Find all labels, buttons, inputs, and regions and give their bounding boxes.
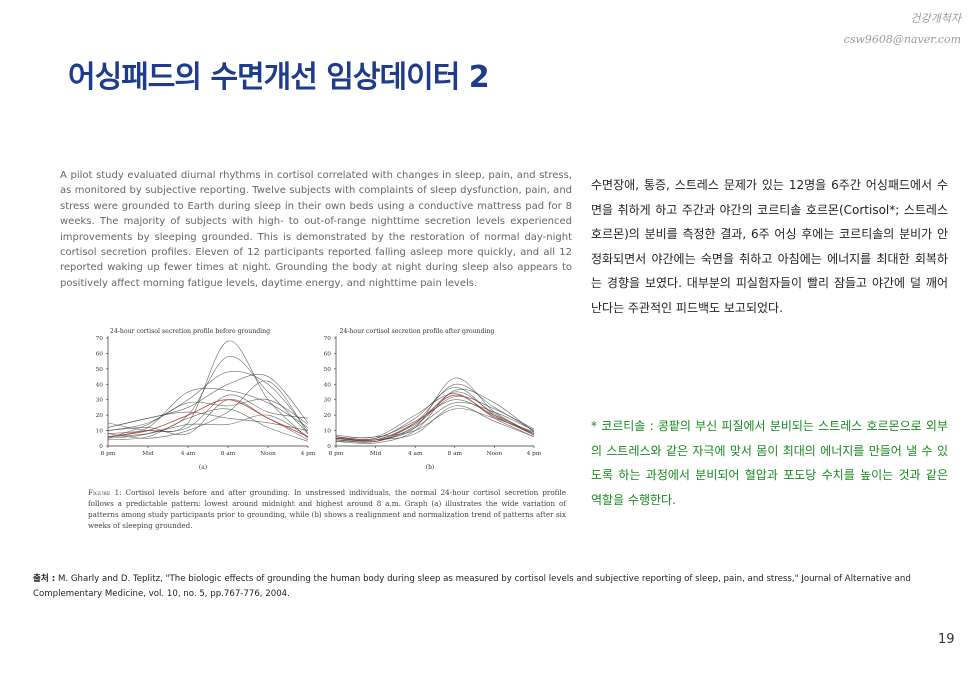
series-line-2 xyxy=(107,371,309,431)
x-tick-label: Noon xyxy=(260,451,276,457)
x-tick-label: 4 am xyxy=(181,451,196,457)
y-tick-label: 50 xyxy=(96,367,104,373)
series-line-4 xyxy=(107,387,309,438)
watermark: 건강개척자 csw9608@naver.com xyxy=(844,8,961,50)
series-line-8 xyxy=(107,411,309,431)
slide-title: 어싱패드의 수면개선 임상데이터 2 xyxy=(68,60,490,95)
figure-caption: Figure 1: Cortisol levels before and aft… xyxy=(88,487,566,531)
y-tick-label: 70 xyxy=(96,336,104,342)
series-line-9 xyxy=(335,408,535,439)
x-tick-label: 8 pm xyxy=(329,451,344,457)
chart-title: 24-hour cortisol secretion profile after… xyxy=(339,328,494,335)
x-tick-label: 4 pm xyxy=(301,451,316,457)
panel-label: (b) xyxy=(426,464,435,471)
series-line-6 xyxy=(335,399,535,441)
x-tick-label: Noon xyxy=(487,451,503,457)
y-tick-label: 60 xyxy=(96,351,104,357)
chart-panel-0: 24-hour cortisol secretion profile befor… xyxy=(96,328,316,471)
y-tick-label: 20 xyxy=(96,413,104,419)
source-citation: 출처 : M. Gharly and D. Teplitz, "The biol… xyxy=(33,572,953,602)
cortisol-note: * 코르티솔 : 콩팥의 부신 피질에서 분비되는 스트레스 호르몬으로 외부의… xyxy=(591,419,948,507)
y-tick-label: 70 xyxy=(324,336,332,342)
y-tick-label: 10 xyxy=(324,429,332,435)
y-tick-label: 60 xyxy=(324,351,332,357)
y-tick-label: 40 xyxy=(96,382,104,388)
watermark-email: csw9608@naver.com xyxy=(843,33,961,46)
korean-description: 수면장애, 통증, 스트레스 문제가 있는 12명을 6주간 어싱패드에서 수면… xyxy=(591,178,948,315)
study-abstract: A pilot study evaluated diurnal rhythms … xyxy=(60,170,572,289)
y-tick-label: 20 xyxy=(324,413,332,419)
y-tick-label: 40 xyxy=(324,382,332,388)
x-tick-label: 8 am xyxy=(448,451,463,457)
panel-label: (a) xyxy=(199,464,207,471)
figure-caption-text: Cortisol levels before and after groundi… xyxy=(88,488,566,530)
y-tick-label: 50 xyxy=(324,367,332,373)
chart-title: 24-hour cortisol secretion profile befor… xyxy=(110,328,270,335)
watermark-author: 건강개척자 xyxy=(910,12,961,25)
series-line-12 xyxy=(107,399,309,438)
x-tick-label: 4 am xyxy=(408,451,423,457)
y-tick-label: 10 xyxy=(96,429,104,435)
y-tick-label: 30 xyxy=(324,398,332,404)
series-line-11 xyxy=(107,408,309,442)
series-line-7 xyxy=(107,380,309,439)
x-tick-label: Mid xyxy=(142,451,154,457)
x-tick-label: 4 pm xyxy=(527,451,542,457)
series-line-11 xyxy=(335,394,535,441)
series-line-6 xyxy=(107,398,309,439)
page-number: 19 xyxy=(938,632,955,647)
source-text: M. Gharly and D. Teplitz, "The biologic … xyxy=(33,574,911,599)
series-line-9 xyxy=(107,414,309,438)
y-tick-label: 30 xyxy=(96,398,104,404)
x-tick-label: 8 am xyxy=(221,451,236,457)
series-line-5 xyxy=(107,394,309,432)
x-tick-label: Mid xyxy=(370,451,382,457)
x-tick-label: 8 pm xyxy=(101,451,116,457)
figure-caption-label: Figure 1: xyxy=(88,488,122,497)
chart-panel-1: 24-hour cortisol secretion profile after… xyxy=(324,328,542,471)
y-tick-label: 0 xyxy=(99,444,103,450)
y-tick-label: 0 xyxy=(327,444,331,450)
series-line-4 xyxy=(335,393,535,439)
source-label: 출처 : xyxy=(33,574,56,584)
